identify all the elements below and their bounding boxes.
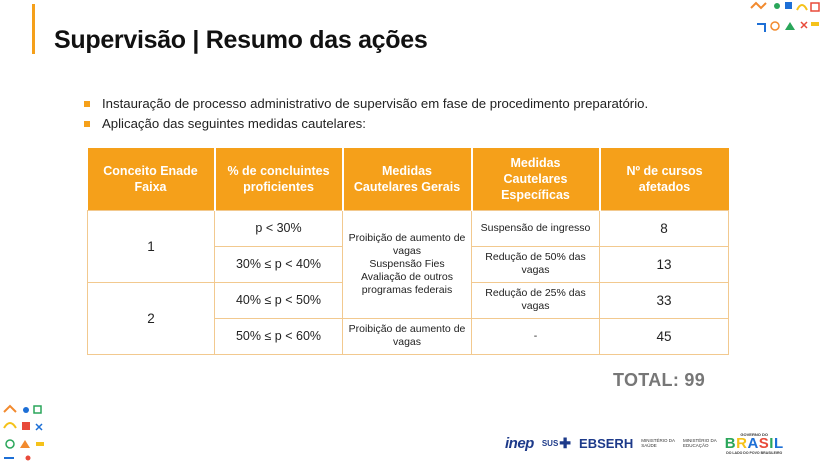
governo-top-text: GOVERNO DO <box>740 431 768 437</box>
table-header-row: Conceito Enade Faixa % de concluintes pr… <box>87 148 729 210</box>
total-label: TOTAL: 99 <box>613 370 706 390</box>
ministerio-educacao-logo: MINISTÉRIO DA EDUCAÇÃO <box>683 438 717 448</box>
decorative-pattern-bottom-left <box>3 404 44 461</box>
governo-word: BRASIL <box>724 434 784 452</box>
accent-bar <box>32 4 35 54</box>
table-row: 1 p < 30% Proibição de aumento de vagas … <box>87 209 729 319</box>
decorative-pattern-top-right <box>750 1 820 32</box>
ministerio-educacao-line: EDUCAÇÃO <box>682 443 709 448</box>
cursos-cell: 8 <box>599 209 729 247</box>
bullet-list: Instauração de processo administrativo d… <box>84 94 648 134</box>
gerais-line: Suspensão Fies <box>369 257 445 270</box>
governo-sub-text: DO LADO DO POVO BRASILEIRO <box>726 450 783 455</box>
table-row: 30% ≤ p < 40% Redução de 50% das vagas 1… <box>88 245 729 283</box>
faixa-cell: 2 <box>87 281 215 355</box>
header-faixa: Conceito Enade Faixa <box>87 148 216 210</box>
header-cursos: Nº de cursos afetados <box>599 148 729 210</box>
ministerio-saude-logo: MINISTÉRIO DA SAÚDE <box>641 438 675 448</box>
faixa-cell: 1 <box>87 209 215 283</box>
header-proficientes: % de concluintes proficientes <box>214 148 344 210</box>
sus-logo-text: SUS <box>541 438 559 448</box>
ministerio-saude-line: MINISTÉRIO DA <box>641 438 675 443</box>
measures-table: Conceito Enade Faixa % de concluintes pr… <box>87 148 729 355</box>
header-gerais: Medidas Cautelares Gerais <box>342 148 473 210</box>
proficientes-cell: 50% ≤ p < 60% <box>214 317 343 355</box>
header-especificas: Medidas Cautelares Específicas <box>471 148 601 210</box>
proficientes-cell: 30% ≤ p < 40% <box>214 245 343 283</box>
especificas-cell: Redução de 25% das vagas <box>471 281 600 319</box>
especificas-cell: Redução de 50% das vagas <box>471 245 600 283</box>
cursos-cell: 13 <box>599 245 729 283</box>
governo-brasil-logo: GOVERNO DO BRASIL DO LADO DO POVO BRASIL… <box>725 432 784 455</box>
gerais-line: Avaliação de outros programas federais <box>360 270 454 296</box>
cursos-cell: 45 <box>599 317 729 355</box>
gerais-line: Proibição de aumento de vagas <box>348 231 466 257</box>
inep-logo: inep <box>505 434 534 452</box>
cursos-cell: 33 <box>599 281 729 319</box>
especificas-cell: - <box>471 317 600 355</box>
sus-logo: SUS ✚ <box>542 435 571 452</box>
gerais-cell: Proibição de aumento de vagas <box>342 317 472 355</box>
bullet-item: Instauração de processo administrativo d… <box>84 94 648 114</box>
bullet-item: Aplicação das seguintes medidas cautelar… <box>84 114 648 134</box>
footer-logos: inep SUS ✚ EBSERH MINISTÉRIO DA SAÚDE MI… <box>505 430 820 456</box>
proficientes-cell: p < 30% <box>214 209 343 247</box>
proficientes-cell: 40% ≤ p < 50% <box>214 281 343 319</box>
ebserh-logo: EBSERH <box>579 435 634 451</box>
plus-icon: ✚ <box>559 434 572 451</box>
page-title: Supervisão | Resumo das ações <box>54 26 428 54</box>
table-row: 50% ≤ p < 60% Proibição de aumento de va… <box>88 317 729 355</box>
especificas-cell: Suspensão de ingresso <box>471 209 600 247</box>
gerais-cell: Proibição de aumento de vagas Suspensão … <box>342 209 472 319</box>
ministerio-saude-line: SAÚDE <box>641 443 657 448</box>
ministerio-educacao-line: MINISTÉRIO DA <box>682 438 717 443</box>
